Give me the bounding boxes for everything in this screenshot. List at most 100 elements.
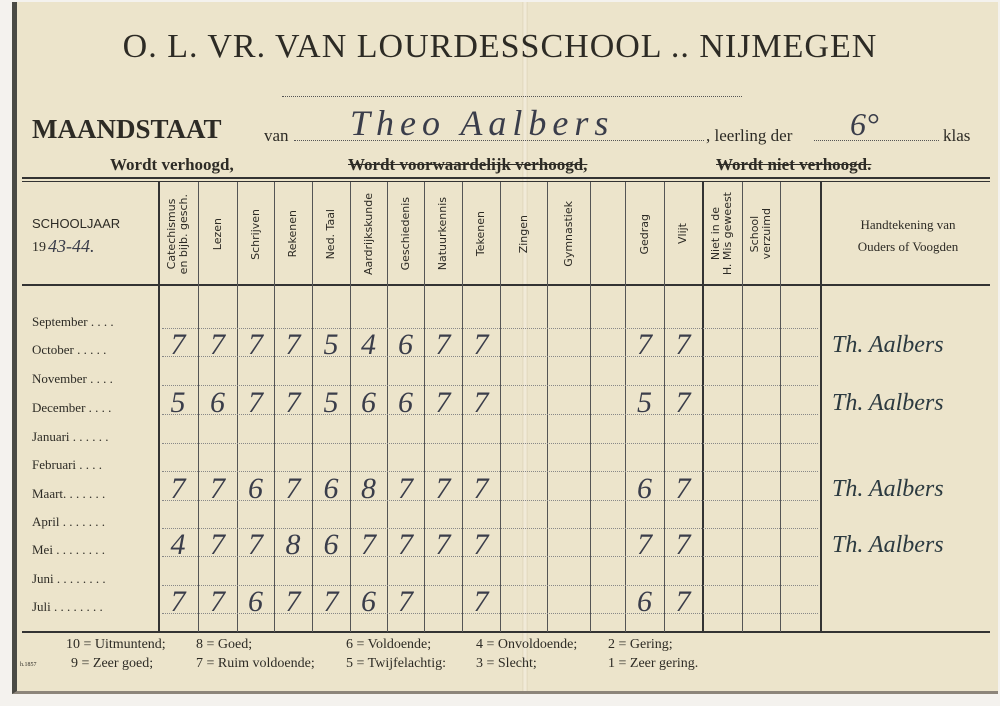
- klas-label: klas: [943, 126, 971, 145]
- column-divider: [158, 182, 160, 632]
- parent-signature: Th. Aalbers: [832, 532, 944, 558]
- month-label: September . . . .: [32, 314, 114, 329]
- legend-2: 2 = Gering;: [608, 637, 673, 652]
- grade-mark: 7: [637, 528, 652, 561]
- grade-mark: 5: [637, 386, 652, 419]
- month-label: Maart. . . . . . .: [32, 486, 106, 501]
- grade-mark: 7: [285, 585, 301, 618]
- grade-mark: 6: [398, 386, 413, 419]
- grade-mark: 7: [398, 472, 413, 505]
- grade-mark: 7: [675, 528, 691, 561]
- column-divider: [625, 182, 626, 632]
- legend-6: 6 = Voldoende;: [346, 637, 432, 652]
- grade-mark: 7: [637, 328, 652, 361]
- row-dotted-line: [162, 356, 818, 357]
- grade-mark: 6: [398, 328, 413, 361]
- maandstaat-label: MAANDSTAAT: [32, 114, 222, 144]
- column-header: Gymnastiek: [547, 185, 590, 283]
- klas-value: 6°: [850, 106, 879, 142]
- row-dotted-line: [162, 328, 818, 329]
- grade-mark: 6: [361, 585, 376, 618]
- column-divider: [350, 182, 351, 632]
- legend-8: 8 = Goed;: [196, 637, 253, 652]
- grade-mark: 6: [323, 472, 339, 505]
- column-divider: [500, 182, 501, 632]
- column-header: Geschiedenis: [387, 185, 424, 283]
- status-promoted: Wordt verhoogd,: [110, 155, 234, 174]
- parent-signature: Th. Aalbers: [832, 332, 944, 358]
- legend-3: 3 = Slecht;: [476, 656, 537, 671]
- column-header-label: Vlijt: [676, 223, 689, 245]
- column-header-label: Niet in de H. Mis geweest: [709, 192, 734, 276]
- column-header-label: Natuurkennis: [436, 197, 449, 271]
- signature-header: Handtekening van Ouders of Voogden: [857, 217, 959, 254]
- grade-mark: 7: [473, 528, 489, 561]
- month-label: Februari . . . .: [32, 457, 103, 472]
- column-header-label: Geschiedenis: [398, 197, 412, 271]
- month-label: Juni . . . . . . . .: [32, 571, 106, 586]
- column-header-label: Lezen: [210, 217, 224, 251]
- column-divider: [274, 182, 275, 632]
- row-dotted-line: [162, 528, 818, 529]
- column-header: Natuurkennis: [424, 185, 462, 283]
- status-not-promoted-struck: Wordt niet verhoogd.: [716, 155, 872, 174]
- column-header: Rekenen: [274, 185, 312, 283]
- column-divider: [424, 182, 425, 632]
- column-header: Ned. Taal: [312, 185, 350, 283]
- school-title: O. L. VR. VAN LOURDESSCHOOL .. NIJMEGEN: [122, 28, 878, 65]
- table-top-rule-2: [22, 181, 990, 182]
- column-header-label: Gedrag: [637, 213, 651, 255]
- grade-mark: 6: [361, 386, 376, 419]
- row-dotted-line: [162, 556, 818, 557]
- column-header: [780, 185, 820, 283]
- grade-mark: 7: [361, 528, 376, 561]
- column-header: Vlijt: [664, 185, 702, 283]
- month-label: Juli . . . . . . . .: [32, 599, 103, 614]
- grade-mark: 7: [323, 585, 339, 618]
- name-field-line: [294, 140, 704, 141]
- grade-mark: 7: [170, 585, 186, 618]
- column-divider: [820, 182, 822, 632]
- column-header: Lezen: [198, 185, 237, 283]
- schooljaar-value: 43-44.: [48, 236, 95, 256]
- grade-mark: 7: [285, 328, 301, 361]
- print-code: h.1857: [20, 662, 37, 668]
- column-header: Niet in de H. Mis geweest: [702, 185, 742, 283]
- column-header: Zingen: [500, 185, 547, 283]
- student-name: Theo Aalbers: [350, 103, 615, 143]
- report-card-paper: [12, 2, 998, 694]
- grade-mark: 7: [435, 328, 451, 361]
- van-label: van: [264, 126, 289, 145]
- month-label: Januari . . . . . .: [32, 429, 109, 444]
- grade-mark: 7: [210, 472, 225, 505]
- column-divider: [547, 182, 548, 632]
- grade-mark: 4: [170, 528, 186, 561]
- column-divider: [702, 182, 704, 632]
- column-divider: [198, 182, 199, 632]
- grade-mark: 7: [675, 328, 691, 361]
- month-label: Mei . . . . . . . .: [32, 542, 105, 557]
- column-header: Catechismus en bijb. gesch.: [158, 185, 198, 283]
- column-header-label: Zingen: [516, 214, 530, 254]
- grade-mark: 7: [285, 386, 301, 419]
- month-label: November . . . .: [32, 371, 113, 386]
- month-label: December . . . .: [32, 400, 112, 415]
- column-divider: [590, 182, 591, 632]
- grade-mark: 5: [170, 386, 186, 419]
- legend-5: 5 = Twijfelachtig:: [346, 656, 446, 671]
- schooljaar-prefix: 19: [32, 240, 46, 255]
- row-dotted-line: [162, 443, 818, 444]
- schooljaar-label: SCHOOLJAAR: [32, 216, 121, 231]
- grade-mark: 4: [361, 328, 376, 361]
- row-dotted-line: [162, 500, 818, 501]
- table-top-rule: [22, 177, 990, 179]
- grade-mark: 7: [285, 472, 301, 505]
- row-dotted-line: [162, 385, 818, 386]
- grade-mark: 7: [473, 585, 489, 618]
- paper-fold: [522, 2, 528, 691]
- row-dotted-line: [162, 585, 818, 586]
- grade-mark: 7: [248, 528, 263, 561]
- column-header: Tekenen: [462, 185, 500, 283]
- grade-mark: 7: [473, 328, 489, 361]
- column-divider: [462, 182, 463, 632]
